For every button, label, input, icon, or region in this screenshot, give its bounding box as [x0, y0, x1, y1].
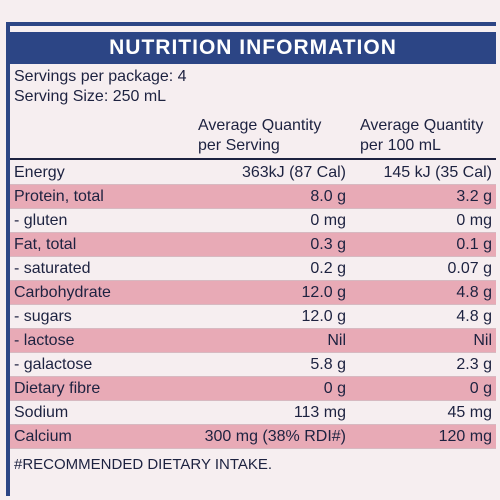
- nutrient-value: 120 mg: [438, 428, 492, 445]
- nutrient-value: 45 mg: [447, 404, 492, 421]
- column-header-line: Average Quantity: [360, 117, 484, 134]
- nutrient-value: 0 mg: [456, 212, 492, 229]
- nutrient-name: - gluten: [14, 212, 68, 229]
- nutrient-name: Dietary fibre: [14, 380, 101, 397]
- footnote: #RECOMMENDED DIETARY INTAKE.: [14, 456, 273, 473]
- column-header-line: per 100 mL: [360, 137, 441, 154]
- column-header: Average Quantity per Serving: [198, 116, 321, 156]
- panel-title: NUTRITION INFORMATION: [10, 32, 496, 64]
- table-row: Protein, total 8.0 g 3.2 g: [10, 185, 496, 209]
- serving-size: Serving Size: 250 mL: [14, 88, 167, 105]
- table-row: - sugars 12.0 g 4.8 g: [10, 305, 496, 329]
- nutrient-value: 0.2 g: [310, 260, 346, 277]
- nutrient-value: 0.1 g: [456, 236, 492, 253]
- nutrient-value: 0 mg: [310, 212, 346, 229]
- nutrient-name: Calcium: [14, 428, 72, 445]
- nutrient-value: 12.0 g: [301, 284, 346, 301]
- nutrient-value: 300 mg (38% RDI#): [204, 428, 346, 445]
- column-header: Average Quantity per 100 mL: [360, 116, 483, 156]
- table-row: - lactose Nil Nil: [10, 329, 496, 353]
- nutrient-name: Energy: [14, 164, 65, 181]
- nutrient-name: - saturated: [14, 260, 91, 277]
- nutrient-value: 0 g: [469, 380, 492, 397]
- table-row: Sodium 113 mg 45 mg: [10, 401, 496, 425]
- column-header-line: Average Quantity: [198, 117, 322, 134]
- nutrient-name: - galactose: [14, 356, 93, 373]
- header-rule: [10, 158, 496, 160]
- nutrient-name: Protein, total: [14, 188, 104, 205]
- nutrient-value: 2.3 g: [456, 356, 492, 373]
- column-header-line: per Serving: [198, 137, 280, 154]
- table-row: - galactose 5.8 g 2.3 g: [10, 353, 496, 377]
- table-row: Carbohydrate 12.0 g 4.8 g: [10, 281, 496, 305]
- nutrient-value: Nil: [327, 332, 346, 349]
- nutrition-panel: NUTRITION INFORMATION Servings per packa…: [6, 22, 496, 496]
- nutrient-value: 0.07 g: [447, 260, 492, 277]
- nutrient-value: 8.0 g: [310, 188, 346, 205]
- servings-per-package: Servings per package: 4: [14, 68, 187, 85]
- nutrient-value: 4.8 g: [456, 308, 492, 325]
- nutrient-name: Carbohydrate: [14, 284, 111, 301]
- nutrient-value: 113 mg: [293, 404, 346, 421]
- nutrient-value: 363kJ (87 Cal): [241, 164, 346, 181]
- table-row: Dietary fibre 0 g 0 g: [10, 377, 496, 401]
- nutrient-name: - lactose: [14, 332, 75, 349]
- nutrient-value: 3.2 g: [456, 188, 492, 205]
- table-row: Fat, total 0.3 g 0.1 g: [10, 233, 496, 257]
- table-row: Calcium 300 mg (38% RDI#) 120 mg: [10, 425, 496, 449]
- nutrient-value: 5.8 g: [310, 356, 346, 373]
- nutrient-value: 0.3 g: [310, 236, 346, 253]
- table-row: Energy 363kJ (87 Cal) 145 kJ (35 Cal): [10, 161, 496, 185]
- nutrient-value: Nil: [473, 332, 492, 349]
- nutrient-name: - sugars: [14, 308, 72, 325]
- nutrient-value: 145 kJ (35 Cal): [383, 164, 493, 181]
- nutrient-value: 4.8 g: [456, 284, 492, 301]
- nutrient-value: 0 g: [323, 380, 346, 397]
- table-row: - gluten 0 mg 0 mg: [10, 209, 496, 233]
- nutrient-value: 12.0 g: [301, 308, 346, 325]
- table-row: - saturated 0.2 g 0.07 g: [10, 257, 496, 281]
- nutrient-name: Sodium: [14, 404, 69, 421]
- nutrient-name: Fat, total: [14, 236, 77, 253]
